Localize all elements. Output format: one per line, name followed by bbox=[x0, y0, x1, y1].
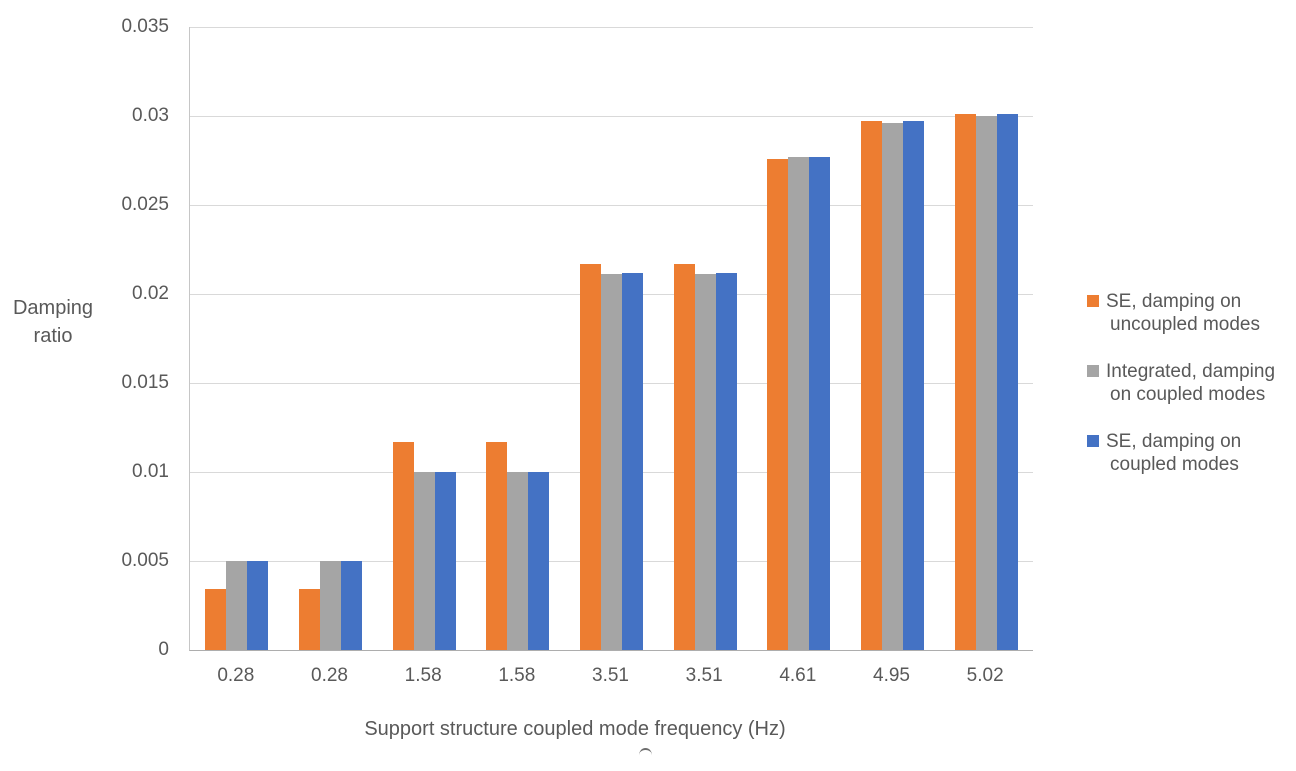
bar-series2-cat7 bbox=[788, 156, 810, 650]
bar-series3-cat1 bbox=[247, 561, 269, 650]
bar-series3-cat4 bbox=[528, 472, 550, 650]
y-tick-label: 0 bbox=[158, 639, 169, 660]
bar-series1-cat1 bbox=[205, 589, 227, 650]
bar-series1-cat9 bbox=[954, 114, 976, 650]
legend-label: Integrated, damping on coupled modes bbox=[1106, 360, 1275, 406]
legend-label-line2: on coupled modes bbox=[1110, 384, 1266, 405]
bar-series1-cat2 bbox=[299, 589, 320, 650]
bar-group bbox=[954, 114, 1018, 650]
bar-series3-cat5 bbox=[622, 272, 643, 650]
x-tick-label: 1.58 bbox=[404, 665, 442, 686]
bar-series1-cat5 bbox=[580, 263, 601, 650]
bar-series2-cat8 bbox=[882, 123, 903, 650]
y-tick-label: 0.005 bbox=[121, 550, 169, 571]
bar-group bbox=[861, 121, 924, 650]
x-tick-label: 0.28 bbox=[311, 665, 348, 686]
legend-label-line1: Integrated, damping bbox=[1106, 361, 1276, 382]
bar-series1-cat7 bbox=[767, 158, 789, 650]
legend-label-line2: coupled modes bbox=[1110, 454, 1239, 475]
bar-series3-cat9 bbox=[996, 114, 1018, 650]
bar-series2-cat6 bbox=[694, 274, 716, 650]
x-tick-label: 0.28 bbox=[217, 665, 255, 686]
bar-series1-cat6 bbox=[673, 263, 695, 650]
y-tick-label: 0.015 bbox=[121, 372, 169, 393]
y-tick-label: 0.035 bbox=[121, 16, 169, 37]
bar-group bbox=[486, 441, 550, 650]
legend-label: SE, damping on coupled modes bbox=[1106, 430, 1241, 476]
bar-group bbox=[205, 561, 269, 650]
x-tick-label: 3.51 bbox=[685, 665, 723, 686]
bar-series1-cat3 bbox=[392, 441, 414, 650]
bar-group bbox=[392, 441, 456, 650]
x-tick-label: 4.95 bbox=[873, 665, 910, 686]
legend-label-line1: SE, damping on bbox=[1106, 431, 1242, 452]
bar-series3-cat6 bbox=[715, 272, 737, 650]
y-tick-label: 0.01 bbox=[132, 461, 169, 482]
bar-series1-cat4 bbox=[486, 441, 508, 650]
bar-series2-cat1 bbox=[226, 561, 248, 650]
x-axis-title: Support structure coupled mode frequency… bbox=[364, 718, 786, 740]
bar-group bbox=[767, 156, 831, 650]
bar-group bbox=[673, 263, 737, 650]
y-tick-label: 0.02 bbox=[132, 283, 169, 304]
bar-series2-cat3 bbox=[413, 472, 435, 650]
bar-group bbox=[580, 263, 643, 650]
bar-series3-cat3 bbox=[434, 472, 456, 650]
legend-item-2: Integrated, damping on coupled modes bbox=[1087, 360, 1275, 406]
legend-swatch bbox=[1087, 295, 1099, 307]
y-tick-label: 0.025 bbox=[121, 194, 169, 215]
x-tick-label: 3.51 bbox=[592, 665, 629, 686]
bar-group bbox=[299, 561, 362, 650]
x-tick-label: 4.61 bbox=[779, 665, 817, 686]
legend-item-1: SE, damping on uncoupled modes bbox=[1087, 290, 1275, 336]
y-axis-title-line2: ratio bbox=[33, 325, 73, 347]
legend-swatch bbox=[1087, 435, 1099, 447]
bar-series2-cat5 bbox=[601, 274, 622, 650]
bar-series2-cat9 bbox=[975, 116, 997, 650]
y-axis-title: Damping ratio bbox=[4, 294, 102, 350]
bar-series3-cat2 bbox=[341, 561, 362, 650]
x-tick-label: 5.02 bbox=[966, 665, 1004, 686]
x-tick-label: 1.58 bbox=[498, 665, 536, 686]
legend-label-line2: uncoupled modes bbox=[1110, 314, 1260, 335]
bar-series2-cat4 bbox=[507, 472, 529, 650]
legend-label: SE, damping on uncoupled modes bbox=[1106, 290, 1260, 336]
y-axis-title-line1: Damping bbox=[12, 297, 94, 319]
bar-series2-cat2 bbox=[320, 561, 341, 650]
y-tick-label: 0.03 bbox=[132, 105, 169, 126]
gridline-0.025 bbox=[190, 205, 1033, 206]
gridline-0.035 bbox=[190, 27, 1033, 28]
bar-series3-cat8 bbox=[903, 121, 924, 650]
legend-label-line1: SE, damping on bbox=[1106, 291, 1242, 312]
bar-series1-cat8 bbox=[861, 121, 882, 650]
cropped-text-artifact bbox=[639, 748, 652, 756]
legend-item-3: SE, damping on coupled modes bbox=[1087, 430, 1275, 476]
legend: SE, damping on uncoupled modes Integrated,… bbox=[1087, 290, 1275, 500]
gridline-0.03 bbox=[190, 116, 1033, 117]
bar-series3-cat7 bbox=[809, 156, 831, 650]
legend-swatch bbox=[1087, 365, 1099, 377]
plot-area bbox=[189, 27, 1033, 651]
